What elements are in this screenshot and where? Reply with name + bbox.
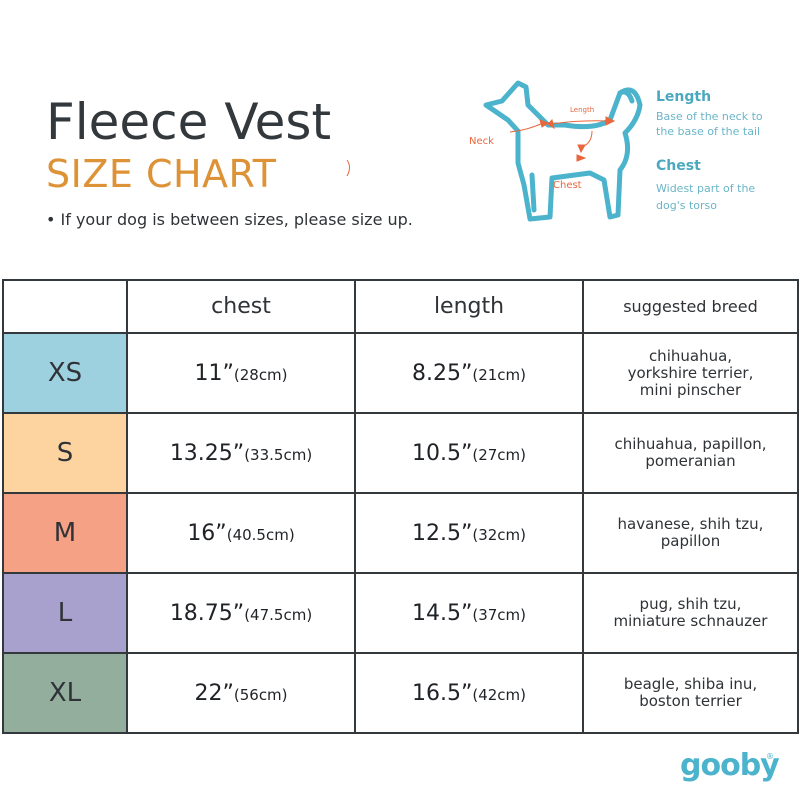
chest-cell: 22”(56cm) <box>126 652 356 734</box>
length-cm: (32cm) <box>472 525 527 544</box>
length-cell: 16.5”(42cm) <box>354 652 584 734</box>
chest-cell: 13.25”(33.5cm) <box>126 412 356 494</box>
legend-length-desc-1: Base of the neck to <box>656 110 763 123</box>
header-length: length <box>354 279 584 334</box>
page-title: Fleece Vest <box>46 93 332 151</box>
legend-chest-desc-2: dog's torso <box>656 199 717 212</box>
registered-mark: ® <box>766 752 774 761</box>
breed-line: beagle, shiba inu, <box>623 675 758 693</box>
length-cm: (21cm) <box>472 365 527 384</box>
breed-line: miniature schnauzer <box>613 612 768 630</box>
breed-line: havanese, shih tzu, <box>617 515 764 533</box>
table-row: XS 11”(28cm) 8.25”(21cm) chihuahua, yorks… <box>2 332 799 414</box>
size-chart-table: chest length suggested breed XS 11”(28cm… <box>2 279 799 734</box>
breed-cell: pug, shih tzu, miniature schnauzer <box>582 572 799 654</box>
chest-inches: 16” <box>187 520 227 546</box>
length-inches: 8.25” <box>411 360 473 386</box>
breed-cell: beagle, shiba inu, boston terrier <box>582 652 799 734</box>
breed-cell: chihuahua, papillon, pomeranian <box>582 412 799 494</box>
breed-line: pug, shih tzu, <box>639 595 742 613</box>
table-row: M 16”(40.5cm) 12.5”(32cm) havanese, shih… <box>2 492 799 574</box>
header-suggested-breed: suggested breed <box>582 279 799 334</box>
length-inches: 16.5” <box>411 680 473 706</box>
header-chest: chest <box>126 279 356 334</box>
legend-length-desc-2: the base of the tail <box>656 125 761 138</box>
chest-cm: (33.5cm) <box>244 445 313 464</box>
dog-measurement-diagram-icon <box>483 80 643 222</box>
chest-inches: 11” <box>194 360 234 386</box>
length-inches: 12.5” <box>411 520 473 546</box>
breed-line: yorkshire terrier, <box>627 363 754 382</box>
table-row: XL 22”(56cm) 16.5”(42cm) beagle, shiba i… <box>2 652 799 734</box>
breed-line: boston terrier <box>639 692 742 710</box>
breed-cell: chihuahua, yorkshire terrier, mini pinsche… <box>582 332 799 414</box>
brand-logo: gooby <box>680 748 780 783</box>
chest-inches: 22” <box>194 680 234 706</box>
chest-inches: 13.25” <box>169 440 245 466</box>
size-cell: S <box>2 412 128 494</box>
page-subtitle: SIZE CHART <box>46 152 277 196</box>
chest-cm: (56cm) <box>233 685 288 704</box>
size-cell: XL <box>2 652 128 734</box>
chest-cm: (28cm) <box>233 365 288 384</box>
length-cell: 14.5”(37cm) <box>354 572 584 654</box>
breed-line: mini pinscher <box>639 380 742 399</box>
length-cell: 12.5”(32cm) <box>354 492 584 574</box>
legend-length-title: Length <box>656 89 712 105</box>
length-cm: (27cm) <box>472 445 527 464</box>
chest-cell: 18.75”(47.5cm) <box>126 572 356 654</box>
chest-cm: (40.5cm) <box>226 525 295 544</box>
legend-chest-desc-1: Widest part of the <box>656 182 756 195</box>
table-row: S 13.25”(33.5cm) 10.5”(27cm) chihuahua, … <box>2 412 799 494</box>
size-cell: M <box>2 492 128 574</box>
size-cell: XS <box>2 332 128 414</box>
length-cell: 10.5”(27cm) <box>354 412 584 494</box>
chest-cell: 11”(28cm) <box>126 332 356 414</box>
length-cell: 8.25”(21cm) <box>354 332 584 414</box>
breed-line: papillon <box>660 532 721 550</box>
chest-cell: 16”(40.5cm) <box>126 492 356 574</box>
chest-cm: (47.5cm) <box>244 605 313 624</box>
header-size <box>2 279 128 334</box>
neck-label: Neck <box>469 136 494 147</box>
breed-cell: havanese, shih tzu, papillon <box>582 492 799 574</box>
table-row: L 18.75”(47.5cm) 14.5”(37cm) pug, shih t… <box>2 572 799 654</box>
length-cm: (37cm) <box>472 605 527 624</box>
length-inches: 14.5” <box>411 600 473 626</box>
length-label: Length <box>570 106 595 114</box>
sizing-note: • If your dog is between sizes, please s… <box>46 210 413 229</box>
chest-inches: 18.75” <box>169 600 245 626</box>
breed-line: chihuahua, papillon, <box>614 435 767 453</box>
length-inches: 10.5” <box>411 440 473 466</box>
legend-chest-title: Chest <box>656 158 701 174</box>
breed-line: chihuahua, <box>648 346 733 365</box>
chest-label: Chest <box>553 180 582 191</box>
breed-line: pomeranian <box>645 452 736 470</box>
decorative-mark-icon <box>346 159 350 177</box>
table-header-row: chest length suggested breed <box>2 279 799 334</box>
length-cm: (42cm) <box>472 685 527 704</box>
size-cell: L <box>2 572 128 654</box>
